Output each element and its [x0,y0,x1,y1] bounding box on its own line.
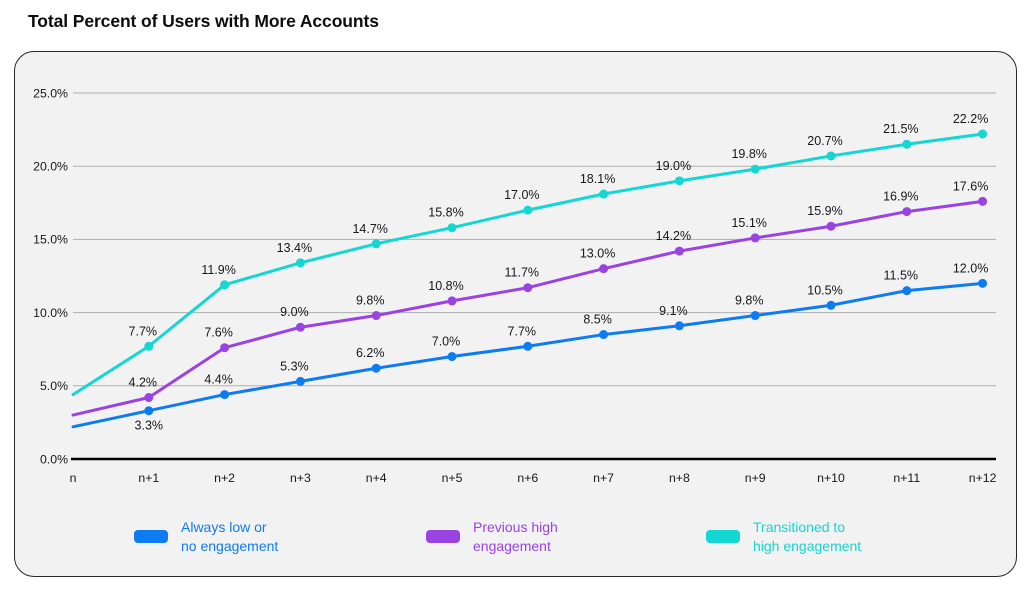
chart-canvas: 0.0% 5.0% 10.0% 15.0% 20.0% 25.0% n n+1 n+2 n+3 n+… [33,86,997,485]
svg-text:7.7%: 7.7% [129,324,158,338]
legend-swatch-icon [426,530,460,543]
svg-text:n+8: n+8 [669,471,690,485]
svg-text:17.6%: 17.6% [953,179,988,193]
svg-text:0.0%: 0.0% [40,452,68,466]
svg-text:22.2%: 22.2% [953,112,988,126]
svg-text:n+6: n+6 [517,471,538,485]
legend-swatch-icon [706,530,740,543]
svg-text:4.2%: 4.2% [129,376,158,390]
svg-text:15.0%: 15.0% [33,233,68,247]
svg-text:14.2%: 14.2% [656,229,691,243]
svg-text:18.1%: 18.1% [580,172,615,186]
svg-text:n+9: n+9 [745,471,766,485]
svg-text:9.8%: 9.8% [356,294,385,308]
svg-text:n+5: n+5 [442,471,463,485]
svg-text:19.8%: 19.8% [731,147,766,161]
svg-text:n+1: n+1 [138,471,159,485]
legend-item-always-low-or-no-engagement: Always low or no engagement [134,518,278,556]
svg-text:17.0%: 17.0% [504,188,539,202]
svg-text:25.0%: 25.0% [33,86,68,100]
svg-text:9.0%: 9.0% [280,305,309,319]
svg-text:11.5%: 11.5% [884,269,919,283]
svg-text:8.5%: 8.5% [583,313,612,327]
svg-text:14.7%: 14.7% [352,222,387,236]
svg-text:n+7: n+7 [593,471,614,485]
svg-text:5.3%: 5.3% [280,359,309,373]
svg-text:10.0%: 10.0% [33,306,68,320]
svg-text:7.6%: 7.6% [204,326,233,340]
legend-label: Always low or no engagement [181,519,279,554]
svg-text:11.7%: 11.7% [505,266,540,280]
svg-text:21.5%: 21.5% [883,122,918,136]
chart-legend: Always low or no engagement Previous hig… [15,518,1016,562]
svg-text:15.9%: 15.9% [807,204,842,218]
chart-card: 0.0% 5.0% 10.0% 15.0% 20.0% 25.0% n n+1 n+2 n+3 n+… [14,51,1017,577]
svg-text:7.0%: 7.0% [432,335,461,349]
svg-text:4.4%: 4.4% [204,373,233,387]
svg-text:20.7%: 20.7% [807,134,842,148]
svg-text:12.0%: 12.0% [953,261,988,275]
svg-text:n+4: n+4 [366,471,387,485]
legend-swatch-icon [134,530,168,543]
svg-text:5.0%: 5.0% [40,379,68,393]
svg-text:n: n [70,471,77,485]
legend-item-transitioned-to-high-engagement: Transitioned to high engagement [706,518,861,556]
svg-text:n+10: n+10 [817,471,845,485]
legend-label: Transitioned to high engagement [753,519,862,554]
svg-text:n+12: n+12 [969,471,997,485]
svg-text:15.1%: 15.1% [731,216,766,230]
svg-text:19.0%: 19.0% [656,159,691,173]
svg-text:9.8%: 9.8% [735,294,764,308]
svg-text:6.2%: 6.2% [356,346,385,360]
svg-text:10.8%: 10.8% [428,279,463,293]
svg-text:13.4%: 13.4% [277,241,312,255]
svg-text:20.0%: 20.0% [33,160,68,174]
svg-text:3.3%: 3.3% [135,419,164,433]
svg-text:11.9%: 11.9% [201,263,236,277]
legend-label: Previous high engagement [473,519,558,554]
svg-text:10.5%: 10.5% [807,283,842,297]
svg-text:9.1%: 9.1% [659,304,688,318]
legend-item-previous-high-engagement: Previous high engagement [426,518,558,556]
svg-text:n+11: n+11 [893,471,920,485]
svg-text:7.7%: 7.7% [508,324,537,338]
svg-text:n+2: n+2 [214,471,235,485]
svg-text:16.9%: 16.9% [883,190,918,204]
svg-text:13.0%: 13.0% [580,247,615,261]
svg-text:15.8%: 15.8% [428,206,463,220]
chart-title: Total Percent of Users with More Account… [28,11,379,31]
svg-text:n+3: n+3 [290,471,311,485]
